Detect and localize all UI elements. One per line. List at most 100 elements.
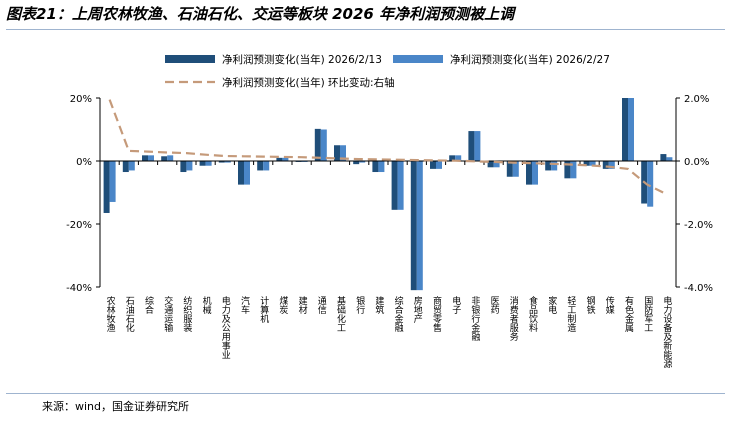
bar-series1 — [238, 161, 244, 185]
bar-series2 — [455, 155, 462, 161]
bar-series1 — [142, 155, 148, 161]
bar-series2 — [436, 161, 442, 169]
category-label: 国防军工 — [642, 296, 653, 332]
category-label: 轻工制造 — [565, 295, 576, 333]
category-label: 纺织服装 — [181, 295, 192, 333]
bar-series1 — [199, 161, 206, 166]
category-label: 农林牧渔 — [105, 295, 116, 332]
category-label: 有色金属 — [623, 295, 634, 333]
bar-series1 — [660, 154, 667, 161]
source-note: 来源：wind，国金证券研究所 — [42, 400, 190, 413]
legend-label-series3: 净利润预测变化(当年) 环比变动:右轴 — [222, 76, 395, 89]
category-label: 商贸零售 — [431, 295, 442, 333]
category-label: 电力设备及新能源 — [661, 295, 672, 369]
category-label: 传媒 — [604, 295, 615, 315]
bar-series1 — [487, 161, 494, 168]
bar-series1 — [526, 161, 532, 185]
category-label: 家电 — [546, 295, 557, 314]
bar-series2 — [647, 161, 654, 207]
bar-series2 — [167, 155, 174, 161]
category-label: 交通运输 — [162, 295, 173, 333]
left-tick-label: 0% — [76, 157, 92, 168]
category-label: 计算机 — [258, 295, 269, 324]
bar-series1 — [622, 98, 628, 161]
bar-series1 — [334, 145, 340, 161]
bar-series2 — [128, 161, 135, 171]
bar-series2 — [551, 161, 558, 171]
bar-series1 — [218, 161, 225, 163]
bar-series1 — [353, 161, 360, 165]
category-label: 食品饮料 — [527, 295, 538, 333]
category-label: 银行 — [354, 295, 365, 315]
bar-series2 — [359, 161, 366, 163]
right-tick-label: -4.0% — [684, 283, 713, 294]
bar-series1 — [468, 131, 475, 161]
bar-series2 — [148, 155, 154, 161]
bar-series2 — [340, 145, 346, 161]
bar-series1 — [122, 161, 129, 173]
category-label: 石油石化 — [124, 296, 135, 333]
bar-series1 — [545, 161, 552, 171]
title-rule — [6, 29, 725, 30]
left-tick-label: 20% — [70, 94, 92, 105]
category-label: 通信 — [316, 296, 327, 315]
plot-area: 20%0%-20%-40%2.0%0.0%-2.0%-4.0%农林牧渔 石油石化综… — [66, 94, 713, 369]
bar-series1 — [391, 161, 398, 210]
bar-series1 — [449, 155, 456, 161]
line-series-qoq-change — [108, 99, 667, 196]
source-rule — [6, 393, 725, 394]
bar-series2 — [474, 131, 481, 161]
right-tick-label: 2.0% — [684, 94, 709, 105]
category-label: 房地产 — [412, 295, 423, 324]
left-tick-label: -40% — [66, 283, 92, 294]
bar-series2 — [512, 161, 519, 177]
bar-series2 — [244, 161, 250, 185]
left-tick-label: -20% — [66, 220, 92, 231]
bar-series2 — [397, 161, 404, 210]
bar-series1 — [103, 161, 110, 213]
bar-series1 — [180, 161, 187, 173]
category-label: 电力及公用事业 — [220, 295, 231, 359]
category-label: 钢铁 — [585, 295, 596, 315]
bar-series2 — [378, 161, 385, 173]
right-tick-label: 0.0% — [684, 157, 709, 168]
bar-series2 — [109, 161, 116, 202]
category-label: 消费者服务 — [508, 295, 519, 342]
figure-title: 图表21：上周农林牧渔、石油石化、交运等板块 2026 年净利润预测被上调 — [6, 5, 515, 23]
bar-series1 — [276, 157, 283, 161]
bar-series2 — [493, 161, 500, 168]
bar-series2 — [320, 129, 327, 161]
bar-series1 — [583, 161, 590, 166]
category-label: 建筑 — [373, 295, 384, 315]
bar-series1 — [506, 161, 513, 177]
bar-series1 — [410, 161, 417, 291]
bar-series2 — [416, 161, 423, 291]
bar-series2 — [532, 161, 538, 185]
category-label: 建材 — [297, 295, 308, 314]
bar-series2 — [205, 161, 212, 166]
bar-series2 — [628, 98, 634, 161]
category-label: 综合金融 — [393, 295, 404, 333]
bar-series1 — [372, 161, 379, 173]
bar-series1 — [257, 161, 264, 171]
category-label: 非银行金融 — [469, 295, 480, 342]
category-label: 煤炭 — [277, 295, 288, 315]
legend-label-series2: 净利润预测变化(当年) 2026/2/27 — [450, 53, 610, 66]
bar-series2 — [263, 161, 270, 171]
bar-series2 — [608, 161, 615, 169]
legend: 净利润预测变化(当年) 2026/2/13 净利润预测变化(当年) 2026/2… — [165, 53, 610, 89]
category-label: 机械 — [201, 295, 212, 315]
category-label: 汽车 — [239, 295, 250, 315]
chart: 净利润预测变化(当年) 2026/2/13 净利润预测变化(当年) 2026/2… — [66, 53, 713, 369]
bar-series2 — [666, 157, 673, 161]
bar-series2 — [224, 161, 231, 163]
bar-series2 — [186, 161, 193, 171]
category-label: 电子 — [450, 295, 461, 314]
bar-series1 — [430, 161, 436, 169]
bar-series2 — [282, 157, 289, 161]
category-label: 综合 — [143, 295, 154, 315]
legend-swatch-series1 — [165, 55, 215, 63]
category-label: 基础化工 — [335, 295, 346, 332]
legend-swatch-series2 — [393, 55, 443, 63]
bar-series2 — [589, 161, 596, 166]
